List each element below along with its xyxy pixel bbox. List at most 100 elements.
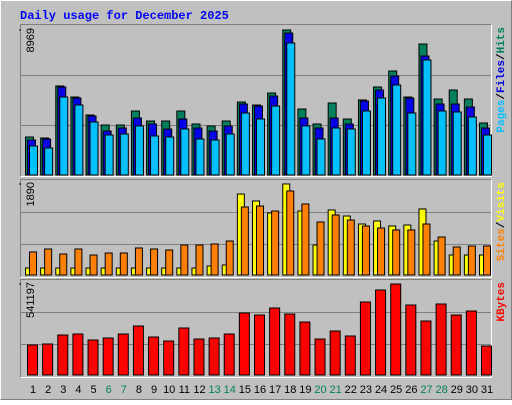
bar: [195, 138, 205, 176]
x-tick-label: 13: [208, 384, 220, 396]
bar: [178, 327, 190, 376]
bar: [57, 334, 69, 376]
bar: [452, 246, 461, 276]
bar: [301, 125, 311, 176]
bar: [134, 247, 143, 276]
bar: [223, 333, 235, 376]
x-tick-label: 2: [45, 384, 51, 396]
bar: [104, 134, 114, 176]
bar: [437, 236, 446, 276]
bar: [465, 310, 477, 376]
chart-title: Daily usage for December 2025: [20, 9, 229, 23]
x-tick-label: 5: [90, 384, 96, 396]
bar: [29, 251, 37, 276]
bar: [59, 96, 69, 176]
bar: [422, 59, 432, 176]
x-tick-label: 23: [360, 384, 372, 396]
bar: [119, 252, 128, 276]
bar: [392, 229, 401, 276]
bar: [452, 111, 462, 176]
bar: [240, 206, 249, 276]
bar: [377, 227, 386, 276]
bar: [284, 313, 296, 376]
bar: [74, 104, 84, 176]
bar: [316, 221, 325, 276]
x-tick-label: 30: [466, 384, 478, 396]
bar: [344, 335, 356, 376]
bar: [238, 312, 250, 376]
bar: [89, 121, 99, 176]
bar: [29, 145, 38, 176]
legend: Sites/Visits: [496, 182, 508, 261]
bar: [102, 337, 114, 376]
x-tick-label: 29: [451, 384, 463, 396]
bar: [240, 112, 250, 176]
bar: [286, 190, 295, 276]
legend-entry: Hits: [496, 27, 508, 53]
bar: [74, 248, 83, 276]
bar: [89, 254, 98, 276]
bar: [210, 139, 220, 176]
bar: [104, 252, 113, 276]
x-tick-label: 16: [254, 384, 266, 396]
bar: [59, 253, 68, 276]
bar: [286, 42, 296, 176]
x-tick-label: 17: [269, 384, 281, 396]
bar: [316, 138, 326, 176]
bar: [117, 333, 129, 376]
bar: [314, 338, 326, 376]
bar: [331, 214, 340, 276]
y-tick-label: 8969: [25, 28, 37, 52]
bar: [422, 223, 431, 276]
bar: [165, 249, 174, 276]
bar: [271, 210, 280, 276]
bar: [42, 343, 54, 376]
bar: [329, 330, 341, 376]
bar: [195, 244, 204, 276]
bar: [361, 225, 370, 276]
x-tick-label: 7: [121, 384, 127, 396]
bar: [134, 125, 144, 176]
bar: [467, 245, 476, 276]
x-tick-label: 10: [163, 384, 175, 396]
bar: [346, 128, 356, 176]
bar: [180, 244, 189, 276]
bar: [87, 339, 99, 376]
bar: [437, 110, 447, 176]
y-tick-label: 541197: [25, 282, 37, 318]
bar: [405, 304, 417, 376]
x-tick-label: 9: [151, 384, 157, 396]
bar: [27, 344, 38, 376]
bar: [467, 116, 477, 176]
x-tick-label: 31: [481, 384, 493, 396]
x-tick-label: 3: [60, 384, 66, 396]
legend-separator: /: [496, 53, 508, 60]
bar: [450, 314, 462, 376]
bar: [435, 303, 447, 376]
bar: [346, 219, 355, 276]
bar: [44, 248, 53, 276]
bar: [483, 245, 491, 276]
bar: [254, 314, 265, 376]
bar: [301, 203, 310, 276]
legend-entry: Pages: [496, 100, 508, 133]
x-tick-label: 19: [299, 384, 311, 396]
bar: [359, 301, 371, 376]
bar: [148, 336, 160, 376]
x-tick-label: 4: [75, 384, 81, 396]
bar: [225, 240, 234, 276]
legend: Pages/Files/Hits: [496, 27, 508, 133]
x-tick-label: 22: [345, 384, 357, 396]
bar: [392, 84, 402, 176]
x-tick-label: 21: [330, 384, 342, 396]
bar: [271, 105, 281, 176]
legend-separator: /: [496, 93, 508, 100]
x-tick-label: 6: [106, 384, 112, 396]
bar: [193, 338, 205, 376]
x-tick-label: 15: [239, 384, 251, 396]
x-tick-label: 8: [136, 384, 142, 396]
bar: [72, 333, 84, 376]
legend-entry: KBytes: [496, 282, 508, 322]
x-tick-label: 26: [405, 384, 417, 396]
